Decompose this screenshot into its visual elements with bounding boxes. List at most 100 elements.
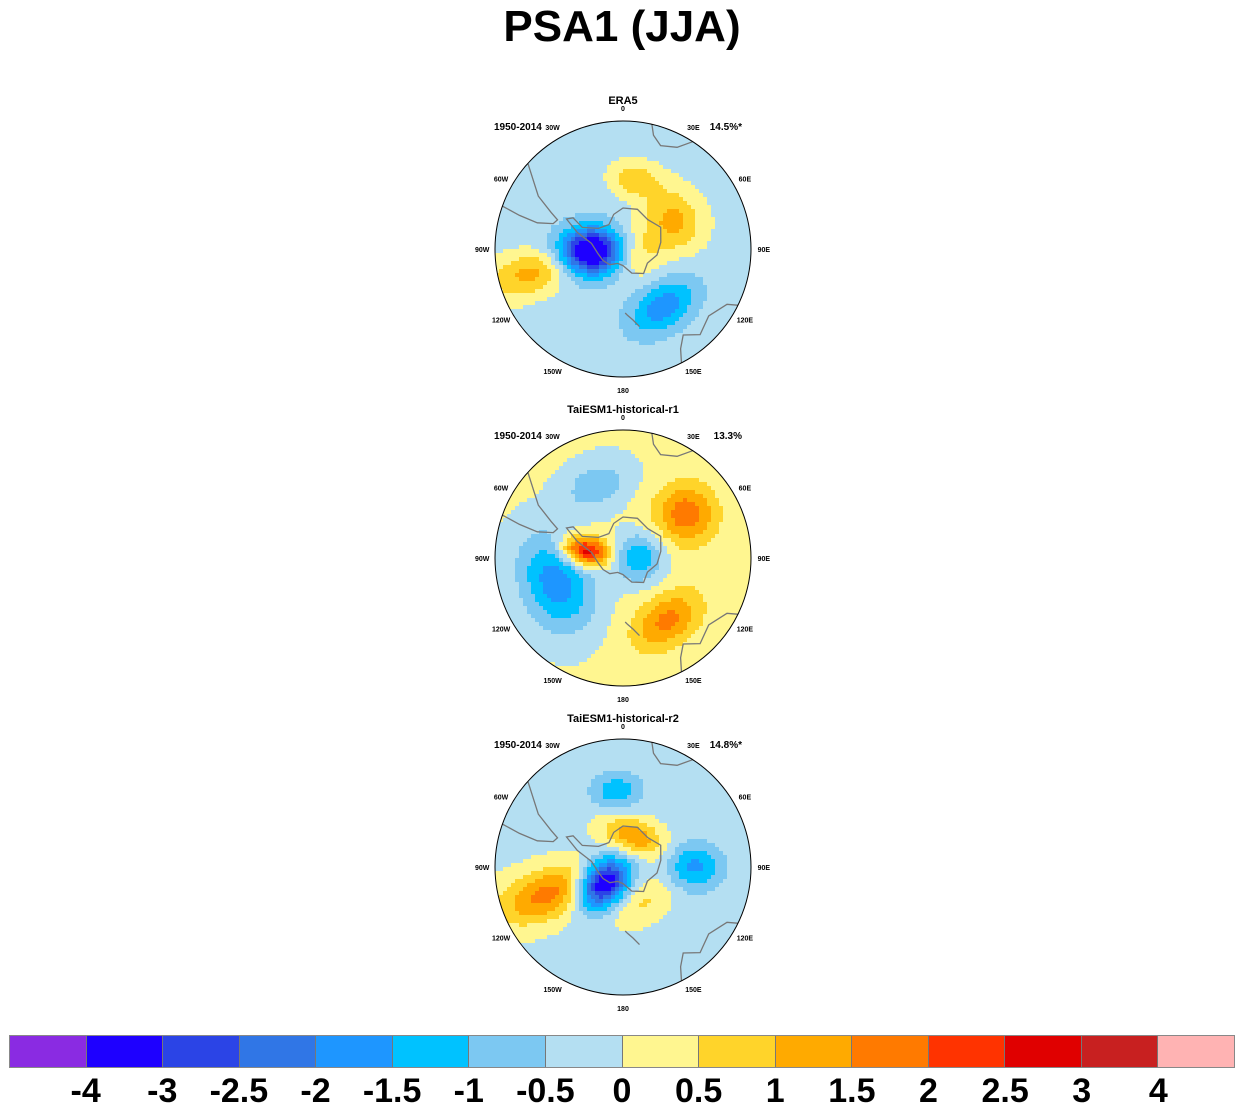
field-cell bbox=[583, 141, 588, 146]
field-cell bbox=[679, 450, 684, 455]
field-cell bbox=[683, 285, 688, 290]
field-cell bbox=[667, 353, 672, 358]
field-cell bbox=[679, 482, 684, 487]
field-cell bbox=[559, 341, 564, 346]
field-cell bbox=[659, 289, 664, 294]
field-cell bbox=[687, 153, 692, 158]
field-cell bbox=[583, 285, 588, 290]
field-cell bbox=[535, 466, 540, 471]
field-cell bbox=[747, 542, 751, 547]
field-cell bbox=[591, 185, 596, 190]
field-cell bbox=[647, 193, 652, 198]
field-cell bbox=[627, 434, 632, 439]
field-cell bbox=[623, 466, 628, 471]
field-cell bbox=[611, 502, 616, 507]
field-cell bbox=[547, 490, 552, 495]
field-cell bbox=[563, 289, 568, 294]
field-cell bbox=[699, 233, 704, 238]
field-cell bbox=[599, 289, 604, 294]
field-cell bbox=[679, 217, 684, 222]
field-cell bbox=[555, 241, 560, 246]
field-cell bbox=[703, 301, 708, 306]
field-cell bbox=[731, 317, 736, 322]
field-cell bbox=[739, 205, 744, 210]
field-cell bbox=[639, 518, 644, 523]
field-cell bbox=[599, 514, 604, 519]
field-cell bbox=[687, 257, 692, 262]
field-cell bbox=[647, 546, 652, 551]
field-cell bbox=[559, 313, 564, 318]
field-cell bbox=[639, 345, 644, 350]
field-cell bbox=[503, 221, 508, 226]
field-cell bbox=[587, 153, 592, 158]
field-cell bbox=[527, 546, 532, 551]
field-cell bbox=[635, 209, 640, 214]
field-cell bbox=[699, 229, 704, 234]
field-cell bbox=[519, 201, 524, 206]
field-cell bbox=[675, 161, 680, 166]
field-cell bbox=[715, 237, 720, 242]
field-cell bbox=[567, 309, 572, 314]
field-cell bbox=[595, 257, 600, 262]
field-cell bbox=[575, 265, 580, 270]
field-cell bbox=[723, 514, 728, 519]
field-cell bbox=[711, 309, 716, 314]
field-cell bbox=[543, 181, 548, 186]
field-cell bbox=[611, 482, 616, 487]
field-cell bbox=[667, 257, 672, 262]
field-cell bbox=[707, 209, 712, 214]
field-cell bbox=[635, 201, 640, 206]
field-cell bbox=[579, 305, 584, 310]
field-cell bbox=[611, 526, 616, 531]
field-cell bbox=[579, 518, 584, 523]
field-cell bbox=[523, 209, 528, 214]
field-cell bbox=[743, 229, 748, 234]
field-cell bbox=[567, 325, 572, 330]
field-cell bbox=[651, 297, 656, 302]
field-cell bbox=[659, 273, 664, 278]
field-cell bbox=[591, 474, 596, 479]
field-cell bbox=[599, 317, 604, 322]
field-cell bbox=[651, 309, 656, 314]
field-cell bbox=[679, 329, 684, 334]
field-cell bbox=[587, 141, 592, 146]
field-cell bbox=[551, 534, 556, 539]
field-cell bbox=[587, 245, 592, 250]
field-cell bbox=[691, 321, 696, 326]
field-cell bbox=[639, 486, 644, 491]
field-cell bbox=[563, 462, 568, 467]
field-cell bbox=[583, 361, 588, 366]
field-cell bbox=[647, 153, 652, 158]
field-cell bbox=[587, 486, 592, 491]
field-cell bbox=[631, 261, 636, 266]
field-cell bbox=[591, 149, 596, 154]
field-cell bbox=[547, 349, 552, 354]
field-cell bbox=[727, 253, 732, 258]
field-cell bbox=[571, 221, 576, 226]
field-cell bbox=[535, 157, 540, 162]
field-cell bbox=[663, 361, 668, 366]
field-cell bbox=[571, 137, 576, 142]
field-cell bbox=[599, 365, 604, 370]
field-cell bbox=[507, 205, 512, 210]
field-cell bbox=[647, 514, 652, 519]
field-cell bbox=[599, 285, 604, 290]
field-cell bbox=[635, 498, 640, 503]
field-cell bbox=[559, 317, 564, 322]
field-cell bbox=[543, 201, 548, 206]
field-cell bbox=[595, 518, 600, 523]
field-cell bbox=[615, 181, 620, 186]
field-cell bbox=[543, 273, 548, 278]
field-cell bbox=[627, 253, 632, 258]
field-cell bbox=[519, 213, 524, 218]
field-cell bbox=[539, 161, 544, 166]
field-cell bbox=[603, 518, 608, 523]
field-cell bbox=[683, 462, 688, 467]
field-cell bbox=[639, 502, 644, 507]
field-cell bbox=[579, 185, 584, 190]
field-cell bbox=[603, 289, 608, 294]
field-cell bbox=[575, 133, 580, 138]
field-cell bbox=[687, 530, 692, 535]
field-cell bbox=[623, 446, 628, 451]
field-cell bbox=[515, 245, 520, 250]
